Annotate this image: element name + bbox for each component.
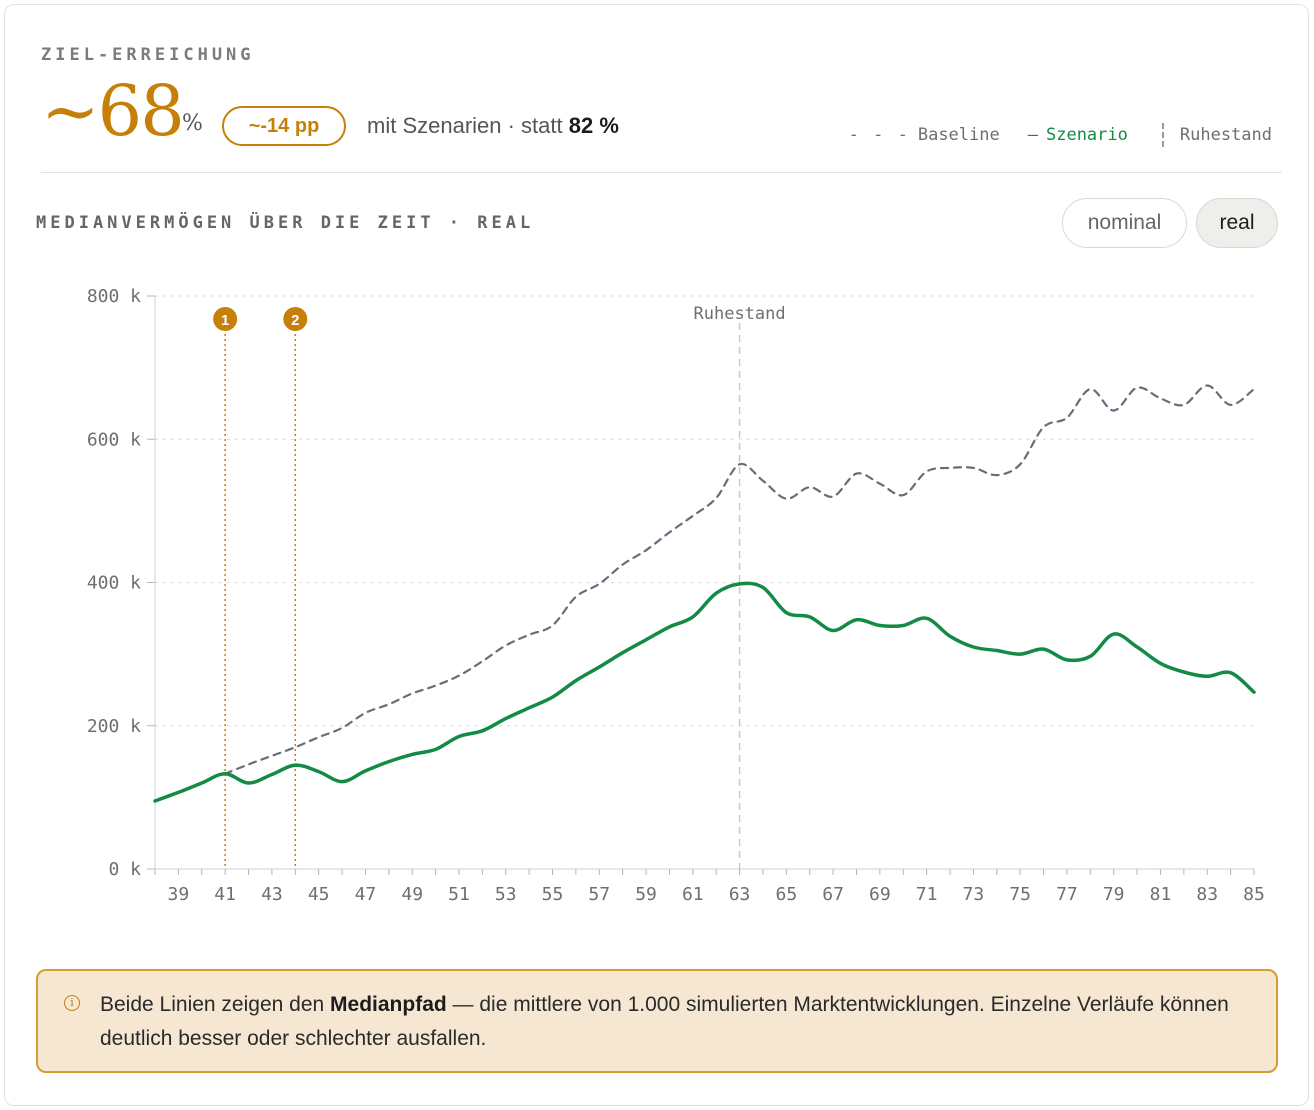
scenario-series-line xyxy=(153,581,1256,803)
toggle-real-button[interactable]: real xyxy=(1196,198,1278,248)
x-tick-label: 57 xyxy=(588,884,610,905)
x-tick-label: 55 xyxy=(542,884,564,905)
x-tick-label: 67 xyxy=(822,884,844,905)
y-tick-label: 800 k xyxy=(87,286,141,307)
x-tick-label: 59 xyxy=(635,884,657,905)
delta-badge: ~-14 pp xyxy=(222,106,346,146)
x-tick-label: 73 xyxy=(963,884,985,905)
info-icon: i xyxy=(64,995,80,1011)
x-tick-label: 75 xyxy=(1009,884,1031,905)
goal-probability: ~68 xyxy=(41,70,185,152)
event-marker-badge xyxy=(283,307,308,331)
legend-scenario-label: Szenario xyxy=(1045,125,1128,145)
header-divider xyxy=(41,172,1282,173)
x-tick-label: 45 xyxy=(308,884,330,905)
legend-scenario: — Szenario xyxy=(1028,125,1128,145)
x-tick-label: 49 xyxy=(401,884,423,905)
comparison-prefix: mit Szenarien · statt xyxy=(367,113,563,138)
x-tick-label: 79 xyxy=(1103,884,1125,905)
legend-baseline: - - - Baseline xyxy=(849,125,1000,145)
comparison-text: mit Szenarien · statt 82 % xyxy=(367,113,619,139)
note-text-after: — die mittlere von 1.000 simulierten Mar… xyxy=(100,993,1229,1050)
x-tick-label: 53 xyxy=(495,884,517,905)
goal-probability-unit: % xyxy=(182,111,203,136)
x-tick-label: 39 xyxy=(168,884,190,905)
x-tick-label: 41 xyxy=(214,884,236,905)
comparison-value: 82 % xyxy=(568,113,619,138)
x-tick-label: 61 xyxy=(682,884,704,905)
toggle-nominal-button[interactable]: nominal xyxy=(1062,198,1187,248)
vertical-dashed-line-icon xyxy=(1161,123,1164,147)
x-tick-label: 85 xyxy=(1243,884,1265,905)
legend-baseline-label: Baseline xyxy=(917,125,1000,145)
legend-retirement: Ruhestand xyxy=(1161,123,1272,147)
dashed-line-icon: - - - xyxy=(848,125,910,145)
goal-card: ZIEL-ERREICHUNG ~68 % ~-14 pp mit Szenar… xyxy=(4,4,1309,1106)
x-tick-label: 69 xyxy=(869,884,891,905)
wealth-line-chart: 0 k 200 k 400 k 600 k 800 k 39 41 43 45 47 49 51 53 5… xyxy=(87,286,1265,905)
x-tick-label: 81 xyxy=(1150,884,1172,905)
x-tick-label: 47 xyxy=(355,884,377,905)
note-text: Beide Linien zeigen den Medianpfad — die… xyxy=(100,988,1250,1056)
info-note: i Beide Linien zeigen den Medianpfad — d… xyxy=(36,969,1278,1073)
note-text-before: Beide Linien zeigen den xyxy=(100,993,325,1016)
chart-section-title: MEDIANVERMÖGEN ÜBER DIE ZEIT · REAL xyxy=(36,213,535,233)
y-tick-label: 200 k xyxy=(87,716,141,737)
x-tick-label: 63 xyxy=(729,884,751,905)
y-tick-label: 600 k xyxy=(87,429,141,450)
x-tick-label: 71 xyxy=(916,884,938,905)
x-tick-label: 83 xyxy=(1196,884,1218,905)
x-tick-label: 77 xyxy=(1056,884,1078,905)
y-tick-label: 400 k xyxy=(87,573,141,594)
note-text-bold: Medianpfad xyxy=(330,993,447,1016)
goal-eyebrow: ZIEL-ERREICHUNG xyxy=(41,45,255,65)
x-tick-label: 43 xyxy=(261,884,283,905)
baseline-series-line xyxy=(224,384,1256,775)
y-tick-label: 0 k xyxy=(108,859,141,880)
event-marker-badge xyxy=(213,307,238,331)
x-tick-label: 65 xyxy=(775,884,797,905)
legend-retirement-label: Ruhestand xyxy=(1179,125,1272,145)
retirement-label: Ruhestand xyxy=(694,304,786,324)
x-tick-label: 51 xyxy=(448,884,470,905)
event-marker-label: 2 xyxy=(291,312,299,329)
solid-line-icon: — xyxy=(1027,125,1038,145)
event-marker-label: 1 xyxy=(221,312,229,329)
chart-legend: - - - Baseline — Szenario Ruhestand xyxy=(849,123,1272,147)
